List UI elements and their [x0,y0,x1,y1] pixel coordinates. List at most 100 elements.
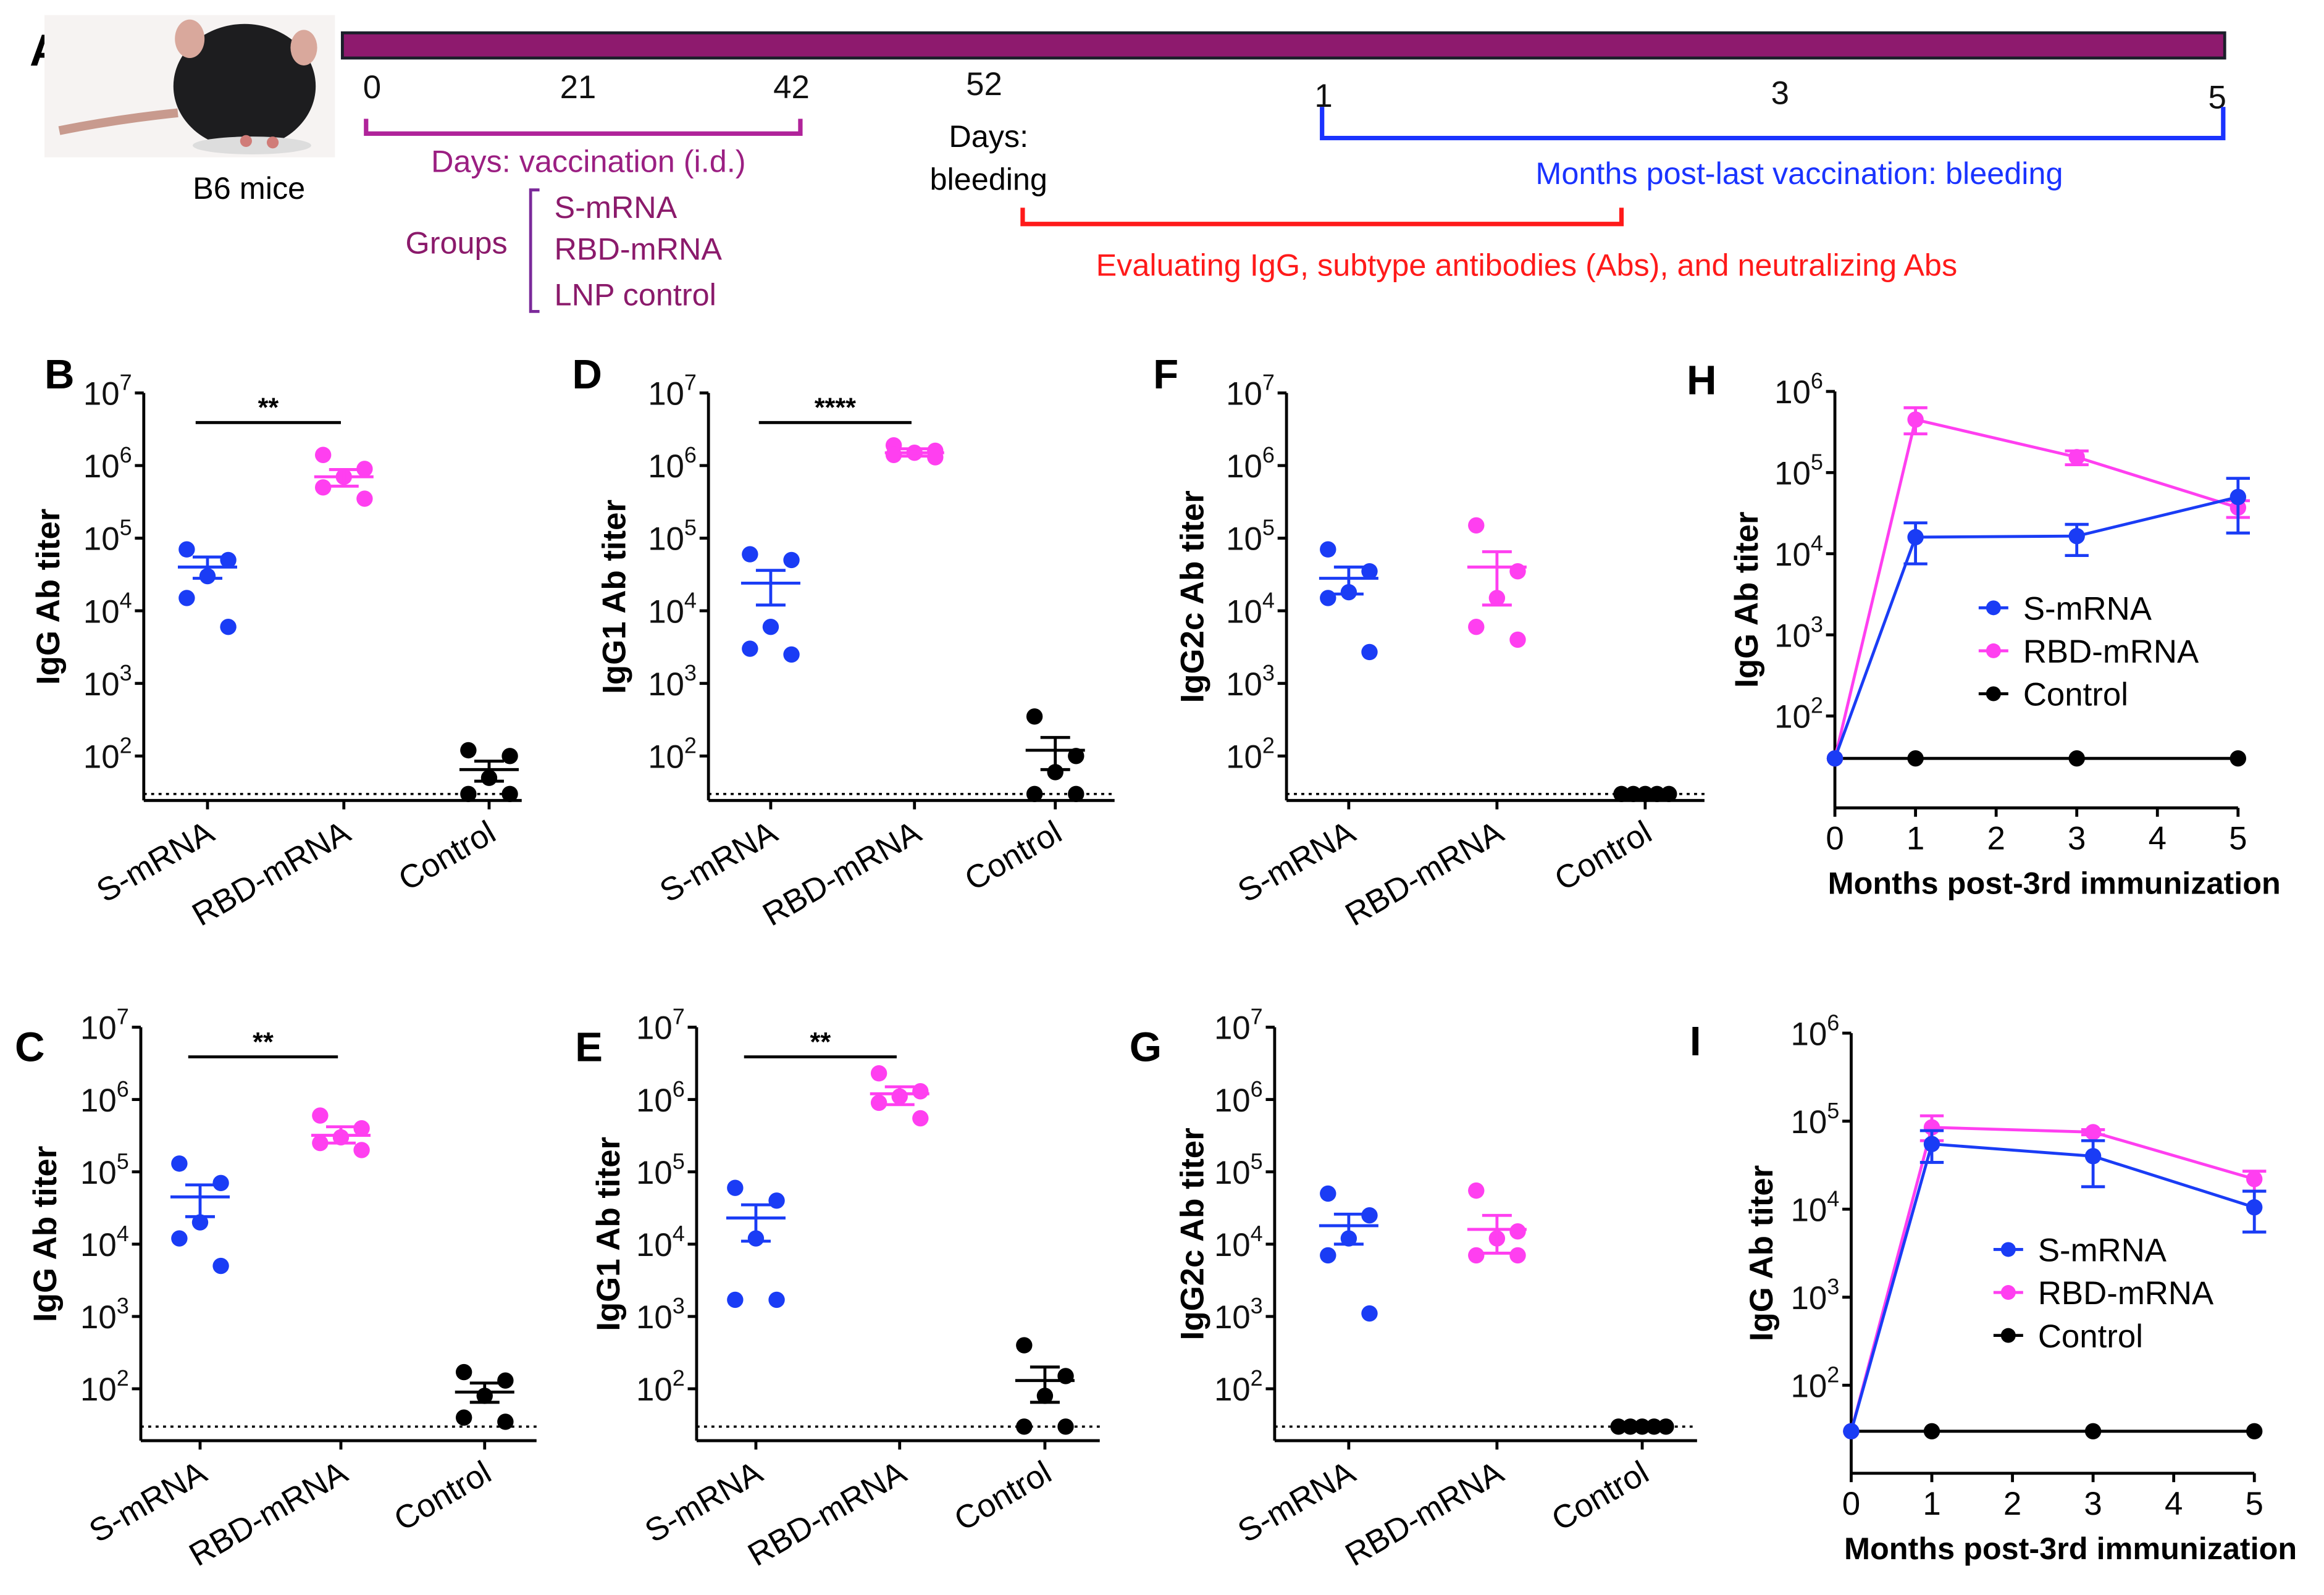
y-tick-label: 106 [1226,442,1275,485]
legend-label: S-mRNA [2023,591,2152,627]
data-point [2230,488,2247,506]
y-tick-label: 105 [1226,515,1275,558]
category-label: RBD-mRNA [1339,1454,1510,1573]
series-rbd-mrna [1467,517,1527,648]
data-point [1057,1418,1074,1435]
series-s-mrna [177,541,237,635]
y-tick-label: 106 [80,1076,129,1119]
groups-label: Groups [406,225,508,261]
day-tick: 0 [363,69,381,106]
legend-item: RBD-mRNA [1993,1275,2214,1312]
data-point [2068,449,2085,466]
data-point [1320,1185,1336,1202]
series-line [1833,495,2239,760]
data-point [171,1155,188,1172]
category-label: Control [948,1454,1057,1538]
y-tick-label: 102 [636,1365,685,1408]
panel-letter: H [1687,358,1717,404]
data-point [1907,411,1924,428]
y-axis-label: IgG2c Ab titer [1175,490,1211,703]
y-axis-label: IgG1 Ab titer [590,1137,627,1331]
panel-a-timeline: A B6 mice 0 21 42 52 1 3 5 Days: vaccina… [30,15,2226,313]
category-label: Control [959,814,1068,898]
series-s-mrna [740,546,800,663]
category-label: RBD-mRNA [183,1454,354,1573]
legend-label: S-mRNA [2038,1233,2167,1269]
legend-label: Control [2038,1318,2143,1355]
evaluation-label: Evaluating IgG, subtype antibodies (Abs)… [1096,248,1958,283]
series-control [459,742,519,802]
legend-marker [1986,643,2001,658]
mouse-image [44,15,335,157]
series-control [455,1363,514,1430]
series-control [1613,785,1677,802]
y-tick-label: 102 [80,1365,129,1408]
data-point [1610,1418,1627,1435]
y-axis-label: IgG Ab titer [1729,511,1765,687]
data-point [1826,750,1844,767]
y-tick-label: 105 [648,515,697,558]
data-point [2084,1124,2102,1141]
day-tick: 42 [773,69,810,106]
x-tick-label: 4 [2149,820,2167,856]
legend-label: RBD-mRNA [2023,634,2199,670]
y-tick-label: 103 [83,660,132,703]
data-point [178,541,195,558]
data-point [2246,1199,2263,1216]
legend-marker [2000,1242,2016,1257]
category-label: S-mRNA [654,814,784,910]
y-tick-label: 104 [80,1221,129,1263]
data-point [2084,1423,2102,1440]
category-label: S-mRNA [1231,1454,1361,1550]
panel-letter: F [1153,351,1178,398]
legend-marker [2000,1328,2016,1343]
panel-letter: G [1130,1024,1162,1071]
x-tick-label: 1 [1907,820,1924,856]
data-point [2246,1423,2263,1440]
data-point [1658,1418,1674,1435]
y-tick-label: 104 [1791,1186,1840,1228]
panel-letter: C [15,1024,45,1071]
panel-i: I IgG Ab titer 102 103 104 105 106 0 1 2 3 4 5 Months… [1690,1010,2297,1566]
y-tick-label: 104 [83,587,132,630]
x-tick-label: 3 [2068,820,2086,856]
data-point [1361,1305,1378,1322]
day-tick: 21 [560,69,597,106]
data-point [762,619,779,635]
data-point [220,619,237,635]
data-point [1509,563,1526,580]
data-point [1320,541,1336,558]
bleeding-day-label: bleeding [929,162,1047,197]
data-point [1907,529,1924,546]
y-tick-label: 103 [636,1293,685,1336]
legend-label: Control [2023,677,2128,713]
data-point [1843,1423,1860,1440]
legend-marker [2000,1285,2016,1300]
data-point [171,1230,188,1247]
category-label: Control [1546,1454,1655,1538]
mouse-label: B6 mice [193,170,305,206]
legend-marker [1986,686,2001,701]
x-tick-label: 0 [1826,820,1844,856]
data-point [353,1120,370,1137]
data-point [1026,785,1043,802]
y-tick-label: 102 [1774,693,1823,735]
series-s-mrna [1319,1185,1378,1322]
y-tick-label: 107 [83,370,132,412]
months-label: Months post-last vaccination: bleeding [1535,156,2063,191]
data-point [455,1409,472,1426]
data-point [1468,619,1485,635]
series-rbd-mrna [314,446,374,507]
data-point [1509,631,1526,648]
legend-item: S-mRNA [1993,1233,2167,1269]
y-tick-label: 105 [80,1149,129,1191]
significance-label: ** [253,1028,274,1057]
category-label: RBD-mRNA [742,1454,913,1573]
data-point [1026,708,1043,725]
data-point [2246,1171,2263,1187]
legend-item: Control [1993,1318,2143,1355]
data-point [885,446,902,463]
series-line [1833,417,2239,759]
